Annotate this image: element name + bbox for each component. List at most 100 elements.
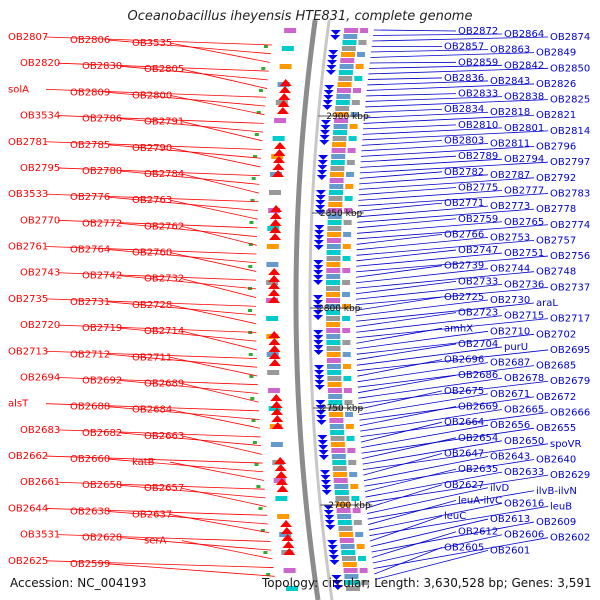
left-gene-label: OB2728 <box>132 300 172 311</box>
feature-block <box>345 412 354 417</box>
rna-marker <box>263 551 268 554</box>
right-connector <box>359 161 549 174</box>
rna-marker <box>250 199 255 202</box>
left-connector <box>45 403 260 412</box>
left-connector <box>45 36 272 46</box>
right-connector <box>360 409 503 432</box>
right-connector <box>373 537 549 569</box>
feature-block <box>343 220 352 225</box>
forward-gene-arrow <box>276 107 289 114</box>
left-gene-label: OB3531 <box>20 530 60 541</box>
right-connector <box>360 158 503 168</box>
feature-block <box>355 532 364 537</box>
reverse-gene-arrow <box>330 30 341 35</box>
right-connector <box>355 280 457 295</box>
left-connector <box>119 170 260 185</box>
left-connector <box>107 406 260 420</box>
left-connector <box>57 429 261 438</box>
right-connector <box>360 155 457 163</box>
left-connector <box>181 330 257 351</box>
reverse-gene-arrow <box>313 310 324 315</box>
left-connector <box>181 540 273 560</box>
reverse-gene-arrow <box>325 525 336 530</box>
right-gene-label: OB2803 <box>444 136 484 147</box>
feature-block <box>350 484 359 489</box>
reverse-gene-arrow <box>313 350 324 355</box>
right-connector <box>360 421 443 443</box>
reverse-gene-arrow <box>314 380 325 385</box>
feature-block <box>333 124 348 129</box>
reverse-gene-arrow <box>315 195 326 200</box>
right-gene-label: OB2686 <box>458 370 498 381</box>
feature-block <box>326 328 341 333</box>
right-connector <box>359 171 443 179</box>
feature-block <box>343 568 358 573</box>
right-gene-label: amhX <box>444 323 473 334</box>
reverse-gene-arrow <box>317 165 328 170</box>
right-gene-label: leuA-ilvC <box>458 495 502 506</box>
right-gene-label: OB2838 <box>504 92 544 103</box>
forward-gene-arrow <box>270 408 283 415</box>
right-gene-label: araL <box>536 298 558 309</box>
rna-marker <box>249 221 254 224</box>
right-gene-label: OB2794 <box>504 154 544 165</box>
rna-marker <box>251 419 256 422</box>
feature-block <box>326 250 341 255</box>
left-gene-label: OB2762 <box>144 221 184 232</box>
feature-block <box>341 550 356 555</box>
right-gene-label: OB2704 <box>458 339 498 350</box>
feature-block <box>344 196 353 201</box>
left-gene-label: OB2772 <box>82 218 122 229</box>
right-gene-label: OB2766 <box>444 229 484 240</box>
forward-gene-arrow <box>274 464 287 471</box>
feature-block <box>267 388 280 393</box>
right-gene-label: OB2836 <box>444 73 484 84</box>
right-gene-label: OB2601 <box>490 545 530 556</box>
feature-block <box>345 184 354 189</box>
right-gene-label: OB2748 <box>536 267 576 278</box>
forward-gene-arrow <box>274 457 287 464</box>
right-connector <box>371 521 535 553</box>
feature-block <box>347 148 356 153</box>
inner-arc <box>308 19 334 600</box>
reverse-gene-arrow <box>323 90 334 95</box>
right-gene-label: OB2792 <box>536 173 576 184</box>
right-gene-label: OB2665 <box>504 405 544 416</box>
left-gene-label: OB2658 <box>82 480 122 491</box>
left-gene-label: OB2692 <box>82 375 122 386</box>
feature-block <box>346 172 354 177</box>
left-connector <box>119 65 268 81</box>
right-gene-label: OB2874 <box>550 32 590 43</box>
left-gene-label: OB2809 <box>70 87 110 98</box>
feature-block <box>334 118 349 123</box>
right-connector <box>364 111 489 119</box>
left-connector <box>181 225 257 246</box>
right-connector <box>365 99 549 108</box>
left-gene-label: OB3535 <box>132 38 172 49</box>
right-connector <box>356 343 457 361</box>
reverse-gene-arrow <box>332 580 343 585</box>
forward-gene-arrow <box>269 233 282 240</box>
reverse-gene-arrow <box>317 170 328 175</box>
reverse-gene-arrow <box>314 370 325 375</box>
right-connector <box>373 29 457 32</box>
right-gene-label: OB2664 <box>444 417 484 428</box>
feature-block <box>269 190 281 195</box>
left-connector <box>57 115 264 124</box>
feature-block <box>331 454 346 459</box>
right-connector <box>358 193 549 207</box>
feature-block <box>334 112 349 117</box>
forward-gene-arrow <box>275 471 288 478</box>
reverse-gene-arrow <box>323 505 334 510</box>
left-gene-label: OB2719 <box>82 323 122 334</box>
right-gene-label: OB2715 <box>504 311 544 322</box>
right-connector <box>356 299 489 317</box>
right-connector <box>358 377 503 399</box>
left-gene-label: OB2761 <box>8 242 48 253</box>
reverse-gene-arrow <box>331 575 342 580</box>
reverse-gene-arrow <box>327 60 338 65</box>
feature-block <box>348 136 357 141</box>
rna-marker <box>254 133 259 136</box>
feature-block <box>326 256 341 261</box>
